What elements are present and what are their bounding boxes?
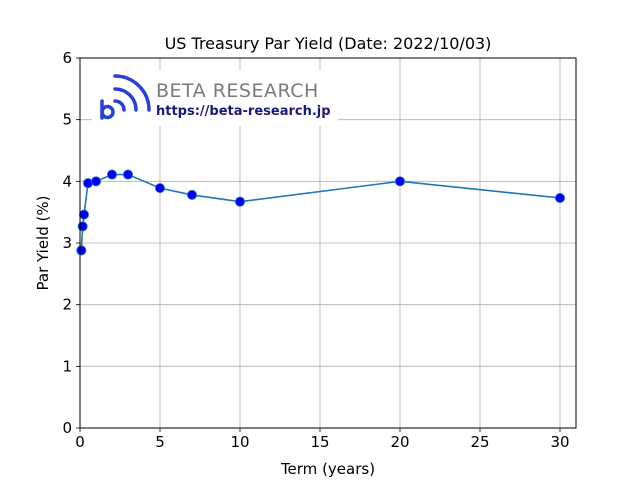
y-tick-label: 4	[62, 172, 72, 190]
y-tick-label: 6	[62, 49, 72, 67]
watermark-url: https://beta-research.jp	[156, 104, 331, 119]
y-tick-label: 0	[62, 419, 72, 437]
x-tick-label: 5	[155, 433, 165, 451]
data-point	[76, 245, 87, 256]
data-point	[394, 176, 405, 187]
x-axis-label: Term (years)	[280, 460, 375, 478]
y-tick-label: 5	[62, 111, 72, 129]
x-tick-label: 20	[390, 433, 409, 451]
watermark-brand: BETA RESEARCH	[156, 80, 319, 102]
data-point	[555, 192, 566, 203]
x-tick-label: 0	[75, 433, 85, 451]
y-tick-label: 3	[62, 234, 72, 252]
data-point	[79, 209, 90, 220]
data-point	[154, 183, 165, 194]
x-tick-label: 10	[230, 433, 249, 451]
chart-title: US Treasury Par Yield (Date: 2022/10/03)	[165, 34, 492, 53]
ticks: 0 5 10 15 20 25 30 0 1 2 3 4 5 6	[62, 49, 569, 451]
data-point	[123, 169, 134, 180]
data-point	[234, 196, 245, 207]
y-tick-label: 2	[62, 296, 72, 314]
y-axis-label: Par Yield (%)	[34, 196, 52, 291]
x-tick-label: 25	[470, 433, 489, 451]
x-tick-label: 15	[310, 433, 329, 451]
x-tick-label: 30	[550, 433, 569, 451]
data-point	[77, 221, 88, 232]
data-point	[186, 189, 197, 200]
data-point	[91, 176, 102, 187]
y-tick-label: 1	[62, 357, 72, 375]
data-point	[107, 169, 118, 180]
beta-research-logo-icon	[100, 74, 151, 120]
watermark: BETA RESEARCH https://beta-research.jp	[92, 70, 338, 126]
